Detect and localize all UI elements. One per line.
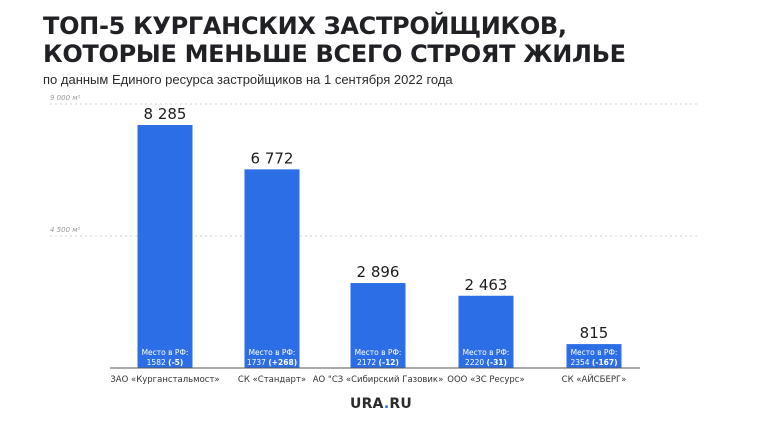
rank-change: (-167) bbox=[592, 358, 618, 367]
bar bbox=[244, 169, 300, 368]
grid-label: 4 500 м² bbox=[50, 226, 81, 234]
category-label: АО "СЗ «Сибирский Газовик» bbox=[313, 375, 444, 385]
category-label: СК «АЙСБЕРГ» bbox=[562, 373, 627, 385]
category-labels: ЗАО «Курганстальмост» СК «Стандарт» АО "СЗ… bbox=[110, 373, 626, 385]
title-line-2: КОТОРЫЕ МЕНЬШЕ ВСЕГО СТРОЯТ ЖИЛЬЕ bbox=[43, 40, 626, 68]
rank-prefix: Место в РФ: bbox=[249, 348, 296, 357]
value-label: 2 896 bbox=[357, 263, 400, 281]
rank-prefix: Место в РФ: bbox=[142, 348, 189, 357]
rank-place: 2172 bbox=[357, 358, 376, 367]
rank-prefix: Место в РФ: bbox=[571, 348, 618, 357]
rank-value: 2172 (-12) bbox=[357, 358, 399, 367]
grid-layer: 9 000 м² 4 500 м² bbox=[50, 94, 700, 237]
value-label: 815 bbox=[580, 324, 609, 342]
bar bbox=[137, 124, 193, 369]
rank-value: 2220 (-31) bbox=[465, 358, 507, 367]
value-label: 8 285 bbox=[144, 105, 187, 123]
rank-prefix: Место в РФ: bbox=[355, 348, 402, 357]
category-label: ЗАО «Курганстальмост» bbox=[110, 375, 219, 385]
chart-subtitle: по данным Единого ресурса застройщиков н… bbox=[43, 72, 453, 87]
rank-change: (-31) bbox=[487, 358, 507, 367]
rank-place: 1582 bbox=[147, 358, 166, 367]
rank-change: (+268) bbox=[268, 358, 297, 367]
rank-place: 1737 bbox=[247, 358, 266, 367]
ura-logo: URA.RU bbox=[350, 396, 412, 412]
rank-place: 2220 bbox=[465, 358, 484, 367]
bar bbox=[458, 295, 514, 368]
category-label: СК «Стандарт» bbox=[238, 375, 306, 385]
category-label: ООО «ЗС Ресурс» bbox=[447, 375, 524, 385]
grid-label: 9 000 м² bbox=[50, 94, 81, 102]
rank-value: 2354 (-167) bbox=[570, 358, 617, 367]
rank-change: (-5) bbox=[168, 358, 183, 367]
value-label: 6 772 bbox=[251, 149, 294, 167]
bar bbox=[566, 344, 622, 368]
rank-change: (-12) bbox=[379, 358, 399, 367]
rank-place: 2354 bbox=[570, 358, 589, 367]
bar bbox=[350, 283, 406, 368]
value-label: 2 463 bbox=[465, 276, 508, 294]
rank-prefix: Место в РФ: bbox=[463, 348, 510, 357]
rank-value: 1582 (-5) bbox=[147, 358, 184, 367]
title-line-1: ТОП-5 КУРГАНСКИХ ЗАСТРОЙЩИКОВ, bbox=[43, 12, 567, 40]
rank-value: 1737 (+268) bbox=[247, 358, 297, 367]
chart-title: ТОП-5 КУРГАНСКИХ ЗАСТРОЙЩИКОВ, КОТОРЫЕ М… bbox=[43, 12, 743, 68]
